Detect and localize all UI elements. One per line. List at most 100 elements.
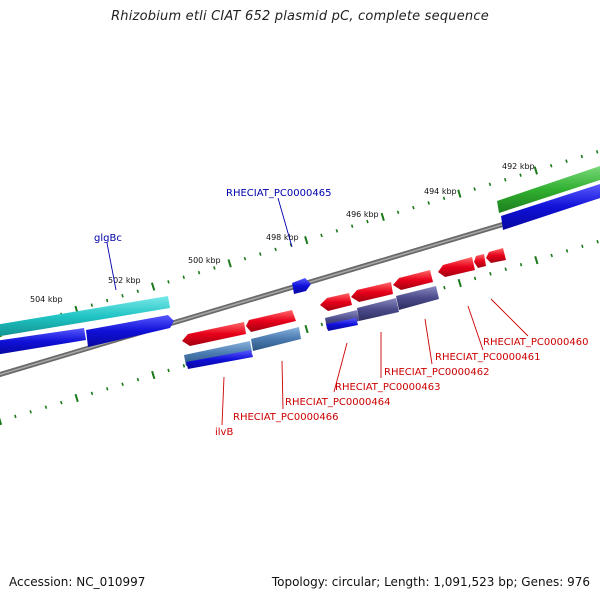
- kbp-label: 502 kbp: [108, 276, 141, 285]
- tick-mark: [274, 247, 277, 252]
- kbp-label: 500 kbp: [188, 256, 221, 265]
- kbp-label: 492 kbp: [502, 162, 535, 171]
- tick-mark: [519, 173, 522, 177]
- tick-mark: [136, 377, 140, 382]
- tick-mark: [427, 201, 430, 205]
- gene-red[interactable]: [486, 248, 506, 263]
- gene-label[interactable]: RHECIAT_PC0000465: [226, 188, 331, 199]
- tick-mark: [105, 298, 109, 303]
- tick-mark: [74, 393, 79, 403]
- tick-mark: [0, 417, 3, 426]
- tick-mark: [304, 324, 309, 334]
- gene-cyan[interactable]: [0, 296, 170, 337]
- gene-label[interactable]: glgBc: [94, 233, 122, 244]
- gene-label[interactable]: RHECIAT_PC0000463: [335, 382, 440, 393]
- tick-mark: [121, 382, 124, 387]
- gene-red[interactable]: [474, 254, 486, 268]
- gene-red[interactable]: [182, 322, 246, 346]
- kbp-label: 496 kbp: [346, 210, 379, 219]
- tick-mark: [320, 233, 323, 238]
- tick-mark: [29, 410, 32, 414]
- tick-mark: [504, 177, 507, 182]
- gene-red[interactable]: [393, 270, 433, 290]
- gene-red[interactable]: [320, 293, 352, 311]
- tick-mark: [90, 303, 94, 307]
- tick-mark: [227, 259, 232, 268]
- map-title: Rhizobium etli CIAT 652 plasmid pC, comp…: [111, 9, 489, 24]
- leader-lines: [106, 197, 529, 426]
- gene-blue[interactable]: [186, 350, 253, 369]
- tick-mark: [259, 252, 262, 256]
- gene-red[interactable]: [438, 257, 475, 277]
- tick-mark: [457, 278, 462, 288]
- gene-label[interactable]: RHECIAT_PC0000462: [384, 367, 489, 378]
- tick-mark: [596, 239, 599, 244]
- gene-label[interactable]: RHECIAT_PC0000466: [233, 412, 338, 423]
- tick-mark: [304, 236, 309, 245]
- tick-mark: [121, 294, 124, 298]
- gene-label[interactable]: RHECIAT_PC0000464: [285, 397, 390, 408]
- gene-blue[interactable]: [0, 328, 86, 355]
- tick-mark: [213, 266, 216, 270]
- tick-mark: [442, 196, 446, 201]
- gene-navy[interactable]: [396, 286, 439, 310]
- gene-red[interactable]: [246, 310, 296, 332]
- tick-mark: [595, 150, 599, 154]
- tick-mark: [489, 272, 492, 276]
- gene-blue[interactable]: [86, 315, 174, 347]
- tick-mark: [182, 275, 185, 280]
- tick-mark: [136, 289, 140, 293]
- tick-mark: [106, 387, 109, 391]
- genes-outer: [0, 166, 600, 355]
- tick-mark: [197, 270, 201, 275]
- tick-mark: [473, 276, 477, 281]
- gene-green[interactable]: [497, 166, 600, 213]
- tick-mark: [412, 205, 415, 210]
- tick-mark: [504, 267, 507, 272]
- tick-mark: [44, 405, 48, 409]
- kbp-label: 498 kbp: [266, 233, 299, 242]
- gene-blue[interactable]: [501, 184, 600, 230]
- tick-mark: [473, 187, 476, 191]
- tick-mark: [380, 212, 385, 221]
- tick-mark: [396, 210, 400, 215]
- gene-label[interactable]: RHECIAT_PC0000461: [435, 352, 540, 363]
- tick-mark: [167, 368, 170, 373]
- tick-mark: [580, 154, 584, 159]
- gene-label[interactable]: RHECIAT_PC0000460: [483, 337, 588, 348]
- kbp-label: 504 kbp: [30, 295, 63, 304]
- tick-mark: [534, 256, 539, 265]
- tick-mark: [550, 253, 553, 258]
- tick-mark: [320, 322, 324, 327]
- tick-mark: [350, 224, 354, 228]
- gene-blue[interactable]: [292, 278, 311, 294]
- accession-text: Accession: NC_010997: [9, 575, 146, 589]
- tick-mark: [366, 219, 369, 224]
- tick-mark: [519, 262, 523, 267]
- gene-labels: RHECIAT_PC0000465 glgBc RHECIAT_PC000046…: [94, 188, 588, 438]
- tick-mark: [243, 256, 247, 261]
- gene-red[interactable]: [351, 282, 393, 302]
- tick-mark: [150, 282, 156, 291]
- gene-blue[interactable]: [326, 318, 358, 331]
- tick-mark: [565, 249, 569, 253]
- tick-row-outer: [0, 150, 599, 338]
- tick-mark: [167, 280, 170, 284]
- tick-mark: [581, 244, 584, 249]
- kbp-labels: 492 kbp 494 kbp 496 kbp 498 kbp 500 kbp …: [30, 162, 535, 304]
- tick-mark: [335, 229, 339, 233]
- tick-mark: [443, 285, 446, 290]
- tick-mark: [151, 370, 156, 380]
- kbp-label: 494 kbp: [424, 187, 457, 196]
- genes-inner: [182, 248, 506, 369]
- gene-navy[interactable]: [357, 298, 399, 321]
- gene-label[interactable]: ilvB: [215, 427, 233, 438]
- gene-steel[interactable]: [251, 327, 301, 351]
- tick-mark: [549, 164, 553, 168]
- topology-info-text: Topology: circular; Length: 1,091,523 bp…: [271, 575, 590, 589]
- tick-mark: [457, 189, 462, 198]
- tick-mark: [488, 182, 492, 187]
- tick-mark: [533, 166, 538, 175]
- tick-mark: [182, 364, 186, 368]
